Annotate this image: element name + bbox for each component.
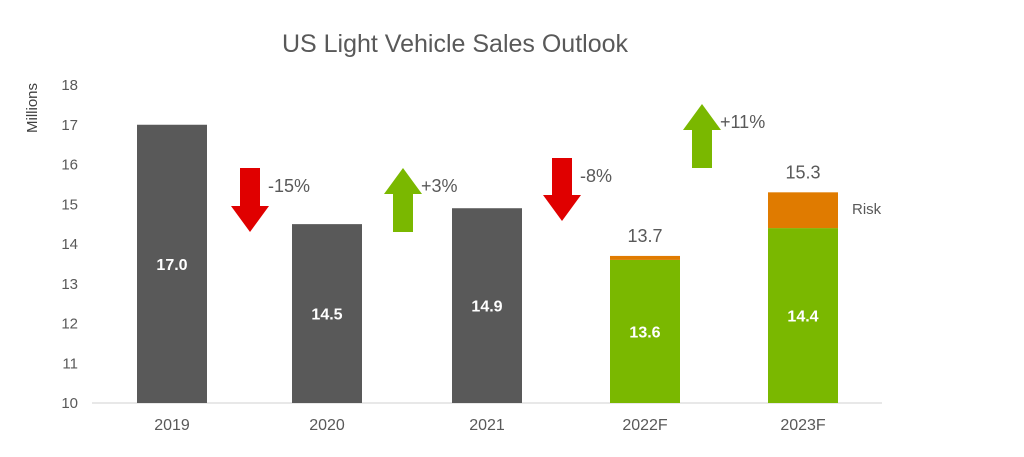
arrow-down-icon	[231, 168, 269, 232]
bar-value-label: 13.6	[629, 324, 660, 341]
y-tick-label: 14	[61, 236, 78, 253]
change-annotations: -15% +3% -8% +11%	[231, 104, 765, 232]
change-percent-label: -15%	[268, 176, 310, 196]
x-tick-label: 2021	[469, 417, 505, 434]
x-tick-label: 2022F	[622, 417, 668, 434]
x-tick-label: 2020	[309, 417, 345, 434]
bars: 17.0 14.5 14.9 13.6 13.7 14.4 15.3 Risk	[137, 124, 882, 403]
y-tick-label: 12	[61, 316, 78, 333]
y-tick-label: 15	[61, 196, 78, 213]
bar-risk-2023f	[768, 192, 838, 229]
x-tick-label: 2023F	[780, 417, 826, 434]
y-tick-label: 13	[61, 276, 78, 293]
bar-value-label: 14.5	[311, 307, 342, 324]
change-percent-label: +3%	[421, 176, 458, 196]
y-axis-label: Millions	[24, 83, 41, 133]
change-percent-label: -8%	[580, 166, 612, 186]
y-tick-label: 16	[61, 157, 78, 174]
bar-actual-2020	[292, 224, 362, 403]
arrow-down-icon	[543, 158, 581, 221]
bar-forecast-2023f	[768, 228, 838, 403]
bar-value-label: 14.4	[787, 309, 818, 326]
bar-value-label: 17.0	[156, 257, 187, 274]
bar-actual-2021	[452, 208, 522, 403]
bar-forecast-2022f	[610, 259, 680, 403]
bar-actual-2019	[137, 124, 207, 403]
arrow-up-icon	[683, 104, 721, 168]
y-tick-label: 11	[62, 355, 78, 372]
y-tick-label: 18	[61, 77, 78, 94]
y-tick-label: 17	[61, 117, 78, 134]
change-percent-label: +11%	[720, 112, 765, 132]
bar-value-label: 14.9	[471, 299, 502, 316]
y-tick-label: 10	[61, 395, 78, 412]
bar-total-label: 13.7	[627, 226, 662, 246]
bar-total-label: 15.3	[785, 162, 820, 182]
x-tick-label: 2019	[154, 417, 190, 434]
chart-title: US Light Vehicle Sales Outlook	[282, 30, 629, 58]
y-axis: 10 11 12 13 14 15 16 17 18	[61, 77, 78, 412]
bar-risk-2022f	[610, 255, 680, 260]
arrow-up-icon	[384, 168, 422, 232]
x-axis: 2019 2020 2021 2022F 2023F	[154, 417, 826, 434]
risk-annotation: Risk	[852, 201, 882, 218]
